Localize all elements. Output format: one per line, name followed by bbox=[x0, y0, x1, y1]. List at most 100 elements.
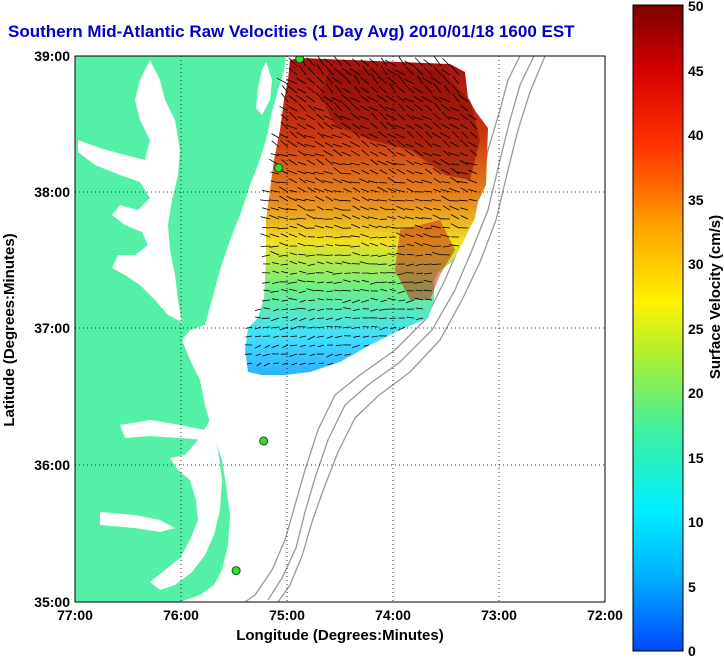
velocity-vector bbox=[333, 149, 343, 157]
velocity-vector bbox=[469, 131, 478, 139]
velocity-vector bbox=[341, 94, 352, 103]
velocity-vector bbox=[458, 94, 469, 103]
isobath-line bbox=[277, 56, 546, 602]
velocity-vector bbox=[290, 344, 298, 347]
velocity-vector bbox=[370, 73, 379, 85]
velocity-vector bbox=[279, 105, 289, 112]
velocity-vector bbox=[450, 223, 460, 229]
velocity-vector bbox=[378, 85, 388, 94]
velocity-vector bbox=[422, 152, 433, 157]
velocity-vector bbox=[361, 225, 370, 229]
velocity-vector bbox=[281, 85, 289, 94]
velocity-vector bbox=[378, 103, 388, 112]
velocity-vector bbox=[282, 362, 289, 365]
velocity-vector bbox=[424, 272, 433, 275]
velocity-vector bbox=[405, 143, 415, 148]
y-axis: 39:00 38:00 37:00 36:00 35:00 Latitude (… bbox=[1, 48, 70, 610]
velocity-vector bbox=[413, 281, 424, 284]
velocity-vector bbox=[431, 143, 442, 148]
velocity-vector bbox=[304, 144, 316, 148]
velocity-vector bbox=[387, 133, 397, 139]
velocity-vector bbox=[404, 84, 415, 94]
isobath-line bbox=[267, 56, 535, 601]
velocity-vector bbox=[467, 179, 478, 184]
x-tick-label: 75:00 bbox=[269, 607, 305, 623]
velocity-vector bbox=[317, 344, 325, 348]
velocity-vector bbox=[405, 104, 415, 112]
velocity-vector bbox=[334, 67, 343, 76]
velocity-vector bbox=[325, 195, 334, 202]
velocity-vector bbox=[377, 130, 388, 139]
isobath-line bbox=[244, 56, 521, 602]
velocity-vector bbox=[432, 214, 442, 220]
velocity-vector bbox=[465, 162, 478, 166]
velocity-vector bbox=[432, 245, 442, 247]
velocity-vector bbox=[441, 104, 451, 112]
chesapeake-bay bbox=[78, 60, 182, 322]
velocity-vector bbox=[255, 353, 262, 356]
velocity-vector bbox=[385, 226, 397, 229]
velocity-vector bbox=[322, 180, 334, 184]
delaware-bay bbox=[256, 62, 272, 115]
velocity-vector bbox=[404, 79, 415, 85]
velocity-vector bbox=[325, 244, 334, 247]
velocity-vector bbox=[289, 225, 298, 229]
velocity-vector bbox=[245, 335, 253, 338]
velocity-vector bbox=[279, 242, 289, 247]
velocity-vector bbox=[280, 289, 289, 292]
velocity-vector bbox=[397, 326, 406, 331]
velocity-vector bbox=[439, 97, 451, 103]
velocity-vector bbox=[333, 167, 343, 175]
velocity-vector bbox=[280, 140, 289, 148]
x-tick-label: 76:00 bbox=[163, 607, 199, 623]
velocity-vector bbox=[313, 171, 325, 175]
velocity-vector bbox=[273, 335, 280, 338]
velocity-vector bbox=[370, 189, 379, 193]
velocity-vector bbox=[415, 254, 424, 257]
velocity-vector bbox=[331, 124, 343, 130]
velocity-vector bbox=[387, 188, 397, 193]
velocity-vector bbox=[424, 227, 433, 230]
velocity-vector bbox=[259, 199, 271, 202]
velocity-vector bbox=[370, 297, 379, 301]
velocity-vector bbox=[314, 196, 325, 202]
velocity-vector bbox=[277, 206, 289, 211]
velocity-vector bbox=[442, 139, 451, 148]
velocity-vector bbox=[333, 224, 343, 229]
velocity-vector bbox=[288, 57, 298, 67]
velocity-vector bbox=[397, 290, 406, 294]
velocity-vector bbox=[415, 317, 424, 320]
velocity-vector bbox=[316, 84, 325, 94]
velocity-vector bbox=[321, 134, 334, 139]
velocity-vector bbox=[296, 217, 307, 220]
velocity-vector bbox=[307, 86, 316, 94]
velocity-vector bbox=[388, 168, 397, 175]
velocity-vector bbox=[452, 76, 460, 85]
velocity-vector bbox=[394, 133, 406, 139]
velocity-vector bbox=[350, 112, 361, 121]
velocity-vector bbox=[317, 122, 325, 130]
velocity-vector bbox=[378, 111, 388, 121]
velocity-vector bbox=[359, 261, 370, 265]
velocity-vector bbox=[384, 59, 397, 67]
velocity-vector bbox=[299, 317, 307, 321]
velocity-vector bbox=[313, 187, 325, 193]
velocity-vector bbox=[385, 160, 397, 166]
velocity-vector bbox=[324, 254, 334, 256]
velocity-vector bbox=[368, 180, 379, 184]
velocity-vector bbox=[288, 233, 298, 238]
velocity-vector bbox=[386, 67, 397, 76]
velocity-vector bbox=[317, 317, 325, 319]
velocity-vector bbox=[386, 76, 397, 85]
velocity-vector bbox=[360, 77, 370, 85]
velocity-vector bbox=[333, 281, 343, 284]
velocity-vector bbox=[317, 308, 325, 311]
velocity-vector bbox=[449, 176, 460, 184]
velocity-vector bbox=[287, 281, 298, 284]
velocity-vector bbox=[415, 307, 424, 310]
velocity-vector bbox=[395, 232, 406, 238]
velocity-vector bbox=[360, 59, 370, 67]
velocity-vector bbox=[406, 159, 415, 166]
velocity-vector bbox=[271, 140, 280, 148]
velocity-vector bbox=[406, 243, 415, 247]
